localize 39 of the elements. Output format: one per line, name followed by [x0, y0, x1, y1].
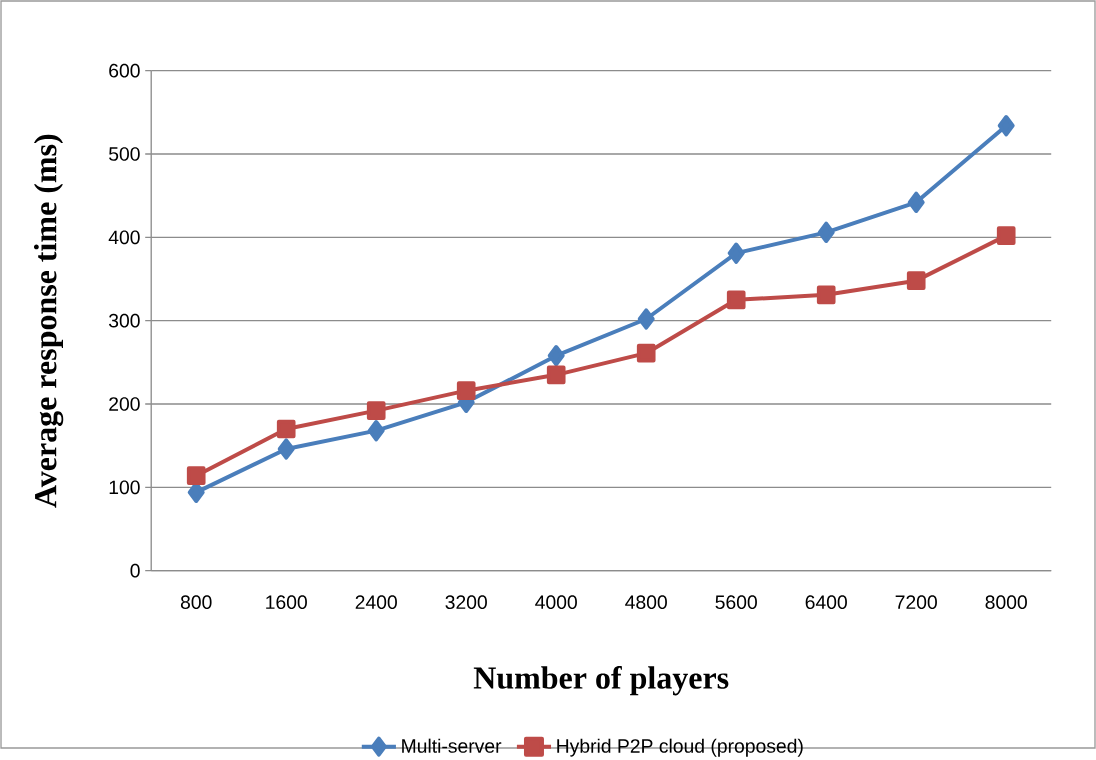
point: [547, 345, 565, 367]
point: [997, 115, 1015, 137]
x-tick-label: 7200: [895, 595, 937, 610]
x-tick-label: 1600: [266, 595, 307, 610]
point: [906, 271, 926, 290]
x-tick-label: 4000: [535, 595, 577, 610]
point: [276, 419, 296, 439]
y-tick-label: 500: [109, 147, 140, 161]
y-tick-label: 400: [108, 230, 140, 245]
y-axis-title: Average response time (ms): [33, 134, 64, 508]
point: [546, 365, 566, 385]
x-tick-label: 4800: [625, 595, 667, 610]
point: [456, 381, 476, 400]
y-tick-label: 0: [130, 563, 140, 578]
legend-label: Hybrid P2P cloud (proposed): [557, 738, 803, 757]
point: [636, 343, 656, 363]
x-tick-label: 5600: [715, 595, 757, 610]
legend-label: Multi-server: [402, 738, 502, 753]
y-tick-label: 600: [109, 63, 140, 78]
point: [367, 420, 385, 442]
y-tick-label: 200: [109, 397, 140, 411]
point: [996, 226, 1016, 245]
point: [637, 308, 655, 330]
x-tick-label: 800: [180, 595, 212, 610]
point: [817, 221, 835, 243]
x-tick-label: 6400: [805, 595, 847, 610]
y-tick-label: 100: [109, 480, 140, 495]
point: [186, 466, 206, 485]
point: [907, 191, 925, 213]
x-tick-label: 3200: [445, 595, 487, 610]
point: [726, 290, 746, 310]
x-tick-label: 8000: [985, 595, 1027, 610]
point: [727, 242, 745, 264]
x-axis-title: Number of players: [473, 665, 729, 696]
x-tick-label: 2400: [355, 595, 397, 610]
point: [277, 438, 295, 460]
point: [816, 285, 836, 305]
y-tick-label: 300: [108, 313, 140, 328]
point: [366, 401, 386, 420]
